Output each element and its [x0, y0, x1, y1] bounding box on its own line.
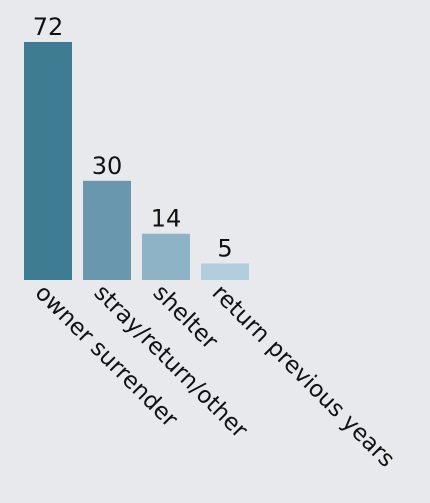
category-label-3: return previous years	[207, 280, 400, 473]
value-label-2: 14	[151, 205, 182, 233]
bar-0	[24, 42, 72, 280]
bar-1	[83, 180, 131, 280]
category-labels-group: owner surrenderstray/return/othershelter…	[30, 280, 400, 473]
bars-group	[24, 42, 249, 280]
value-label-0: 72	[33, 13, 64, 41]
bar-3	[201, 263, 249, 280]
value-labels-group: 72 30 14 5	[33, 13, 233, 262]
value-label-3: 5	[217, 234, 232, 262]
bar-2	[142, 233, 190, 280]
value-label-1: 30	[92, 152, 123, 180]
